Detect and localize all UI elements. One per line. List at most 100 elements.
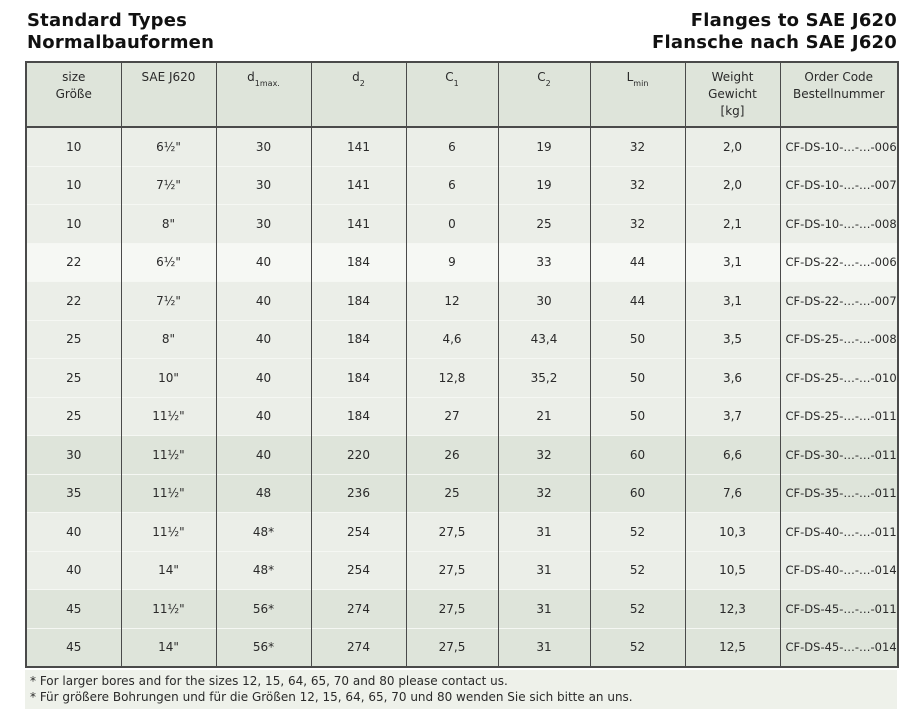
cell: 6,6 [684, 435, 780, 474]
cell: 6½" [120, 242, 216, 282]
page-title-left: Standard Types Normalbauformen [27, 10, 214, 54]
cell: 26 [405, 435, 498, 474]
cell: 8" [120, 319, 216, 359]
cell: 3,1 [684, 242, 780, 282]
cell: 40 [26, 512, 121, 551]
footnotes: * For larger bores and for the sizes 12,… [25, 670, 897, 709]
cell: 32 [589, 204, 685, 243]
cell: 52 [589, 589, 685, 628]
cell: 27,5 [405, 512, 498, 551]
cell: 14" [120, 550, 216, 590]
cell: 184 [310, 319, 406, 359]
table-row: 10 6½" 30 141 6 19 32 2,0 CF-DS-10-…-…-006 [26, 126, 898, 166]
cell: 10,5 [684, 550, 780, 590]
header-cell-d2: d2 [310, 62, 406, 128]
table-row: 45 14" 56* 274 27,5 31 52 12,5 CF-DS-45-…-…-014 [26, 627, 898, 667]
cell: 7½" [120, 281, 216, 320]
cell: 3,5 [684, 319, 780, 359]
cell: 12,3 [684, 589, 780, 628]
cell: 45 [26, 589, 121, 628]
cell: 184 [310, 358, 406, 397]
table-header: size Größe SAE J620 d1max. d2 C1 C2 [26, 62, 898, 128]
cell: 27,5 [405, 550, 498, 590]
cell: 31 [497, 550, 590, 590]
cell: 2,1 [684, 204, 780, 243]
cell: 11½" [120, 396, 216, 436]
cell: 40 [215, 281, 311, 320]
cell: 254 [310, 512, 406, 551]
cell: 27,5 [405, 589, 498, 628]
header-cell-c2: C2 [497, 62, 590, 128]
footnote-line-de: * Für größere Bohrungen und für die Größ… [30, 690, 633, 704]
cell: 2,0 [684, 165, 780, 205]
cell: 6½" [120, 126, 216, 166]
cell: 11½" [120, 589, 216, 628]
cell: 3,7 [684, 396, 780, 436]
table-row: 45 11½" 56* 274 27,5 31 52 12,3 CF-DS-45-…-…-011 [26, 589, 898, 628]
cell: 12,5 [684, 627, 780, 667]
cell: 11½" [120, 473, 216, 513]
cell: 52 [589, 550, 685, 590]
cell: 50 [589, 396, 685, 436]
flange-dimensions-table: size Größe SAE J620 d1max. d2 C1 C2 [25, 61, 899, 668]
cell: 22 [26, 242, 121, 282]
cell: 31 [497, 512, 590, 551]
order-code-cell: CF-DS-40-…-…-011 [779, 512, 898, 551]
title-row: Standard Types Normalbauformen Flanges t… [27, 10, 897, 54]
cell: 25 [26, 358, 121, 397]
table-row: 30 11½" 40 220 26 32 60 6,6 CF-DS-30-…-…-011 [26, 435, 898, 474]
table-row: 25 11½" 40 184 27 21 50 3,7 CF-DS-25-…-…-011 [26, 396, 898, 436]
cell: 31 [497, 627, 590, 667]
order-code-cell: CF-DS-25-…-…-011 [779, 396, 898, 436]
datasheet-page: Standard Types Normalbauformen Flanges t… [25, 10, 899, 709]
cell: 31 [497, 589, 590, 628]
cell: 184 [310, 281, 406, 320]
cell: 30 [26, 435, 121, 474]
header-cell-weight: Weight Gewicht [kg] [684, 62, 780, 128]
cell: 50 [589, 319, 685, 359]
order-code-cell: CF-DS-22-…-…-007 [779, 281, 898, 320]
cell: 48* [215, 550, 311, 590]
cell: 25 [26, 319, 121, 359]
cell: 141 [310, 165, 406, 205]
table-row: 40 14" 48* 254 27,5 31 52 10,5 CF-DS-40-…-…-014 [26, 550, 898, 590]
title-standard-types: Standard Types [27, 10, 188, 31]
cell: 40 [215, 242, 311, 282]
cell: 3,1 [684, 281, 780, 320]
cell: 25 [497, 204, 590, 243]
header-cell-c1: C1 [405, 62, 498, 128]
cell: 2,0 [684, 126, 780, 166]
table-row: 25 10" 40 184 12,8 35,2 50 3,6 CF-DS-25-…-…-010 [26, 358, 898, 397]
cell: 50 [589, 358, 685, 397]
order-code-cell: CF-DS-45-…-…-014 [779, 627, 898, 667]
table-row: 25 8" 40 184 4,6 43,4 50 3,5 CF-DS-25-…-…-008 [26, 319, 898, 359]
title-normalbauformen: Normalbauformen [27, 32, 215, 53]
cell: 19 [497, 126, 590, 166]
cell: 56* [215, 627, 311, 667]
cell: 14" [120, 627, 216, 667]
cell: 30 [215, 165, 311, 205]
order-code-cell: CF-DS-10-…-…-006 [779, 126, 898, 166]
cell: 32 [497, 435, 590, 474]
order-code-cell: CF-DS-30-…-…-011 [779, 435, 898, 474]
order-code-cell: CF-DS-25-…-…-008 [779, 319, 898, 359]
cell: 6 [405, 165, 498, 205]
cell: 274 [310, 589, 406, 628]
cell: 32 [589, 165, 685, 205]
cell: 27 [405, 396, 498, 436]
cell: 27,5 [405, 627, 498, 667]
table-body: 10 6½" 30 141 6 19 32 2,0 CF-DS-10-…-…-006 10 7½" 3… [26, 126, 898, 667]
order-code-cell: CF-DS-40-…-…-014 [779, 550, 898, 590]
cell: 184 [310, 396, 406, 436]
cell: 10 [26, 204, 121, 243]
cell: 52 [589, 512, 685, 551]
cell: 45 [26, 627, 121, 667]
footnote-line-en: * For larger bores and for the sizes 12,… [30, 674, 508, 688]
cell: 44 [589, 242, 685, 282]
header-cell-sae-j620: SAE J620 [120, 62, 216, 128]
order-code-cell: CF-DS-45-…-…-011 [779, 589, 898, 628]
cell: 40 [215, 435, 311, 474]
cell: 220 [310, 435, 406, 474]
cell: 19 [497, 165, 590, 205]
table-row: 35 11½" 48 236 25 32 60 7,6 CF-DS-35-…-…-011 [26, 473, 898, 513]
